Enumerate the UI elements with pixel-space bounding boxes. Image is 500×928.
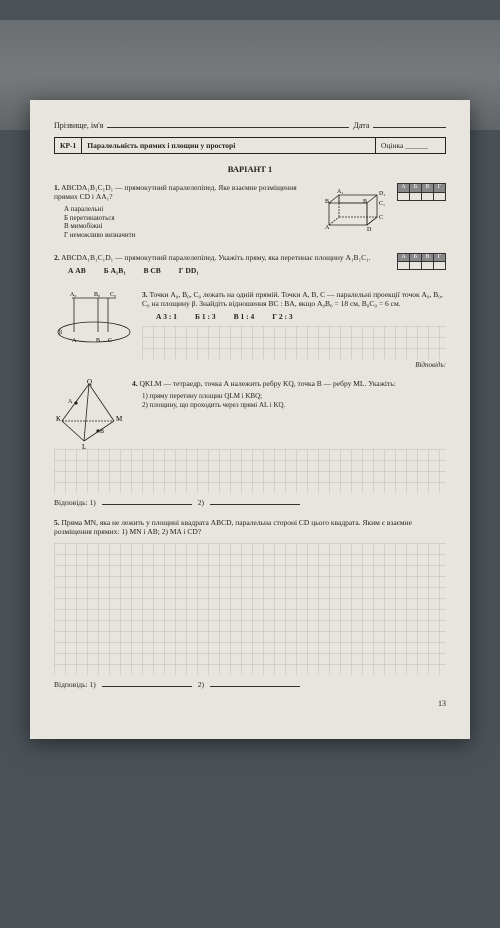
q3-opt-v: В 1 : 4 bbox=[234, 312, 255, 321]
q3-answer-label: Відповідь: bbox=[142, 361, 446, 370]
kp-title-bar: КР-1 Паралельність прямих і площин у про… bbox=[54, 137, 446, 154]
q4-answer-label2: 2) bbox=[198, 498, 204, 507]
q2-opt-a: А AB bbox=[68, 266, 86, 275]
q4-blank2 bbox=[210, 497, 300, 505]
q4-subs: 1) пряму перетину площин QLM і KBQ; 2) п… bbox=[142, 392, 446, 410]
q3-number: 3. bbox=[142, 290, 148, 299]
q5-blank2 bbox=[210, 679, 300, 687]
q1-text: ABCDA₁B₁C₁D₁ — прямокутний паралелепіпед… bbox=[54, 183, 297, 201]
q1-opt-v: В мимобіжні bbox=[64, 222, 311, 231]
q5-work-grid bbox=[54, 543, 446, 675]
q3-opt-a: А 3 : 1 bbox=[156, 312, 177, 321]
viewport: Прізвище, ім'я Дата КР-1 Паралельність п… bbox=[0, 20, 500, 908]
q2-options: А AB Б A₁B₁ В CB Г DD₁ bbox=[68, 266, 389, 275]
q4-diagram: Q K M L A B bbox=[54, 379, 124, 449]
svg-text:B: B bbox=[363, 199, 367, 205]
svg-text:D₁: D₁ bbox=[379, 191, 385, 197]
q5-number: 5. bbox=[54, 518, 60, 527]
q5-answer-label1: Відповідь: 1) bbox=[54, 680, 96, 689]
q2-text: ABCDA₁B₁C₁D₁ — прямокутний паралелепіпед… bbox=[61, 253, 371, 262]
svg-text:B: B bbox=[96, 338, 100, 344]
header-name-date: Прізвище, ім'я Дата bbox=[54, 120, 446, 131]
q4-answer-label1: Відповідь: 1) bbox=[54, 498, 96, 507]
question-3: A₀ B₀ C₀ A B C β 3. Точки A₀, B₀, C₀ леж… bbox=[54, 290, 446, 370]
q2-opt-g: Г DD₁ bbox=[179, 266, 199, 275]
q4-number: 4. bbox=[132, 379, 138, 388]
q5-text: Пряма MN, яка не лежить у площині квадра… bbox=[54, 518, 412, 536]
q3-text: Точки A₀, B₀, C₀ лежать на одній прямій.… bbox=[142, 290, 443, 308]
q3-options: А 3 : 1 Б 1 : 3 В 1 : 4 Г 2 : 3 bbox=[156, 312, 446, 321]
svg-text:B₁: B₁ bbox=[325, 199, 331, 205]
q2-number: 2. bbox=[54, 253, 60, 262]
date-label: Дата bbox=[353, 121, 369, 131]
surname-label: Прізвище, ім'я bbox=[54, 121, 103, 131]
q5-blank1 bbox=[102, 679, 192, 687]
q2-opt-b: Б A₁B₁ bbox=[104, 266, 126, 275]
svg-text:C₁: C₁ bbox=[379, 201, 385, 207]
q1-opt-a: А паралельні bbox=[64, 205, 311, 214]
svg-text:Q: Q bbox=[87, 379, 92, 386]
question-5: 5. Пряма MN, яка не лежить у площині ква… bbox=[54, 518, 446, 689]
variant-title: ВАРІАНТ 1 bbox=[54, 164, 446, 175]
svg-text:B₀: B₀ bbox=[94, 292, 100, 298]
q4-text: QKLM — тетраедр, точка A належить ребру … bbox=[140, 379, 396, 388]
q1-number: 1. bbox=[54, 183, 60, 192]
date-blank bbox=[373, 120, 446, 128]
svg-text:A: A bbox=[72, 338, 77, 344]
svg-text:C: C bbox=[379, 215, 383, 221]
kp-code: КР-1 bbox=[55, 138, 82, 153]
q1-diagram-box: A D C A₁ B₁ D₁ C₁ B bbox=[319, 183, 389, 243]
svg-text:M: M bbox=[116, 415, 123, 423]
svg-text:B: B bbox=[100, 429, 104, 435]
q3-diagram: A₀ B₀ C₀ A B C β bbox=[54, 290, 134, 370]
question-2: 2. ABCDA₁B₁C₁D₁ — прямокутний паралелепі… bbox=[54, 253, 446, 280]
q1-answer-grid: АБВГ bbox=[397, 183, 446, 243]
q4-work-grid bbox=[54, 449, 446, 493]
svg-text:A: A bbox=[325, 225, 330, 231]
q4-sub1: 1) пряму перетину площин QLM і KBQ; bbox=[142, 392, 446, 401]
page-number: 13 bbox=[54, 699, 446, 709]
svg-text:A₁: A₁ bbox=[337, 189, 343, 195]
worksheet-page: Прізвище, ім'я Дата КР-1 Паралельність п… bbox=[30, 100, 470, 739]
q2-opt-v: В CB bbox=[143, 266, 160, 275]
projection-icon: A₀ B₀ C₀ A B C β bbox=[54, 290, 134, 345]
q4-sub2: 2) площину, що проходить через прямі AL … bbox=[142, 401, 446, 410]
q4-answer-line: Відповідь: 1) 2) bbox=[54, 497, 446, 507]
q3-work-grid bbox=[142, 326, 446, 359]
tetrahedron-icon: Q K M L A B bbox=[54, 379, 124, 449]
q3-opt-b: Б 1 : 3 bbox=[195, 312, 216, 321]
question-4: Q K M L A B 4. QKLM — тетраедр, точка A … bbox=[54, 379, 446, 507]
question-1: 1. ABCDA₁B₁C₁D₁ — прямокутний паралелепі… bbox=[54, 183, 446, 243]
q4-blank1 bbox=[102, 497, 192, 505]
svg-text:L: L bbox=[82, 443, 86, 449]
svg-text:A₀: A₀ bbox=[70, 292, 76, 298]
q5-answer-line: Відповідь: 1) 2) bbox=[54, 679, 446, 689]
svg-text:K: K bbox=[56, 415, 61, 423]
q2-answer-grid: АБВГ bbox=[397, 253, 446, 280]
svg-text:D: D bbox=[367, 227, 372, 233]
q1-options: А паралельні Б перетинаються В мимобіжні… bbox=[64, 205, 311, 240]
svg-text:C: C bbox=[108, 338, 112, 344]
parallelepiped-icon: A D C A₁ B₁ D₁ C₁ B bbox=[319, 183, 389, 233]
surname-blank bbox=[107, 120, 349, 128]
kp-title: Паралельність прямих і площин у просторі bbox=[82, 138, 375, 153]
svg-text:β: β bbox=[59, 330, 62, 336]
svg-text:A: A bbox=[68, 399, 73, 405]
svg-text:C₀: C₀ bbox=[110, 292, 116, 298]
q5-answer-label2: 2) bbox=[198, 680, 204, 689]
kp-grade: Оцінка ______ bbox=[375, 138, 445, 153]
q1-opt-b: Б перетинаються bbox=[64, 214, 311, 223]
q1-opt-g: Г неможливо визначити bbox=[64, 231, 311, 240]
q3-opt-g: Г 2 : 3 bbox=[272, 312, 292, 321]
